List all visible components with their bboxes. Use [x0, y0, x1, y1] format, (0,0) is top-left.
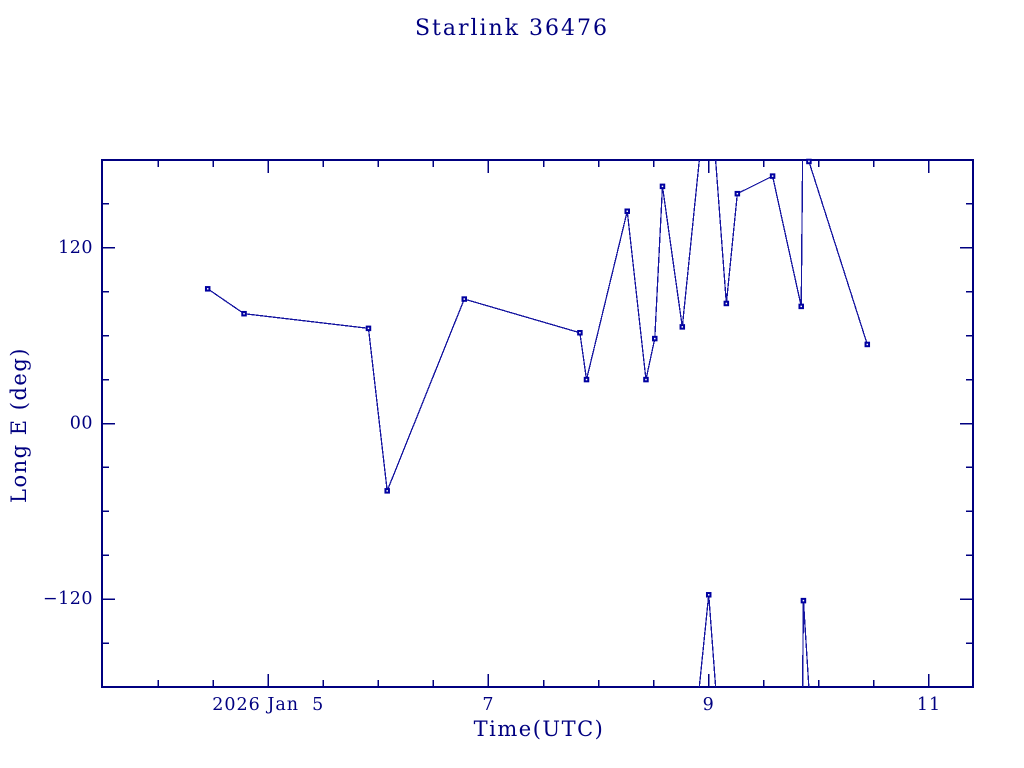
data-point-marker-center — [808, 160, 810, 163]
data-point-marker-center — [654, 337, 656, 340]
x-tick-label: 2026 Jan 5 — [212, 695, 324, 715]
x-tick-label: 7 — [482, 695, 494, 715]
data-point-marker-center — [707, 594, 710, 596]
data-point-marker-center — [681, 326, 684, 328]
series-line-segment — [243, 313, 369, 329]
data-point-marker-center — [800, 305, 802, 308]
data-point-marker-center — [626, 210, 628, 212]
data-point-marker-center — [243, 312, 245, 315]
series-line-segment — [579, 332, 588, 380]
data-point-marker-center — [206, 288, 209, 290]
x-tick-label: 9 — [703, 695, 715, 715]
data-point-marker-center — [802, 599, 805, 602]
data-point-marker-center — [725, 302, 728, 305]
data-point-marker-center — [645, 378, 647, 381]
series-line-segment — [645, 338, 656, 380]
series-line-segment — [367, 328, 388, 491]
series-line-segment — [464, 298, 581, 334]
data-point-marker-center — [736, 192, 739, 195]
data-point-marker-center — [661, 185, 664, 188]
series-line-segment — [698, 594, 710, 687]
series-line-segment — [801, 600, 805, 687]
plot-frame — [101, 159, 974, 688]
x-tick-label: 11 — [917, 695, 941, 715]
data-point-marker-center — [367, 327, 370, 330]
series-line-segment — [681, 160, 700, 327]
y-axis-label: Long E (deg) — [7, 347, 31, 503]
series-line-group — [207, 160, 868, 687]
y-tick-label: −120 — [43, 589, 93, 609]
data-point-marker-center — [386, 490, 388, 492]
series-marker-group — [204, 158, 871, 604]
series-line-segment — [661, 186, 683, 327]
data-point-marker-center — [579, 331, 581, 334]
series-line-segment — [708, 594, 717, 687]
series-line-segment — [714, 160, 727, 304]
series-line-segment — [800, 160, 804, 307]
series-line-segment — [802, 600, 810, 687]
data-point-marker-center — [463, 298, 466, 300]
data-point-marker-center — [771, 175, 774, 177]
x-axis-label: Time(UTC) — [473, 717, 605, 741]
y-tick-label: 120 — [58, 238, 93, 258]
data-point-marker-center — [585, 378, 588, 381]
series-line-segment — [386, 298, 465, 492]
series-line-segment — [808, 160, 810, 162]
series-line-segment — [654, 186, 664, 339]
y-tick-label: 00 — [70, 414, 93, 434]
chart-title: Starlink 36476 — [414, 16, 610, 41]
series-line-segment — [771, 175, 802, 307]
series-line-segment — [207, 288, 245, 315]
data-point-marker-center — [866, 343, 869, 346]
series-line-segment — [808, 161, 868, 345]
series-line-segment — [725, 193, 739, 304]
series-line-segment — [626, 211, 647, 380]
series-line-segment — [585, 211, 628, 380]
series-line-segment — [737, 175, 773, 195]
